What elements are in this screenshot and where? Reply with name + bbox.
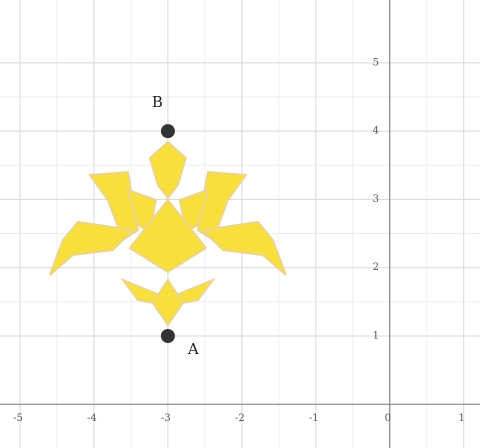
y-tick-label: 4 [373,126,379,137]
x-tick-label: -4 [87,413,97,424]
flower-petal [153,280,183,325]
graph: -5 -4 -3 -2 -1 0 1 1 2 3 4 5 A B [0,0,480,448]
x-tick-label: 1 [459,413,465,424]
flower-petal [203,222,286,275]
flower-petal [50,222,133,275]
point [161,124,175,138]
x-tick-label: -5 [13,413,23,424]
y-tick-label: 1 [373,331,379,342]
y-tick-label: 5 [373,57,379,68]
x-tick-label: 0 [385,413,391,424]
y-tick-label: 3 [373,194,379,205]
x-tick-label: -2 [235,413,245,424]
x-tick-label: -1 [309,413,319,424]
flower-shape [50,142,286,325]
x-tick-label: -3 [161,413,171,424]
flower-petal [150,142,186,198]
point-label: B [152,93,163,111]
y-tick-label: 2 [373,262,379,273]
point-label: A [187,340,199,358]
point [161,329,175,343]
